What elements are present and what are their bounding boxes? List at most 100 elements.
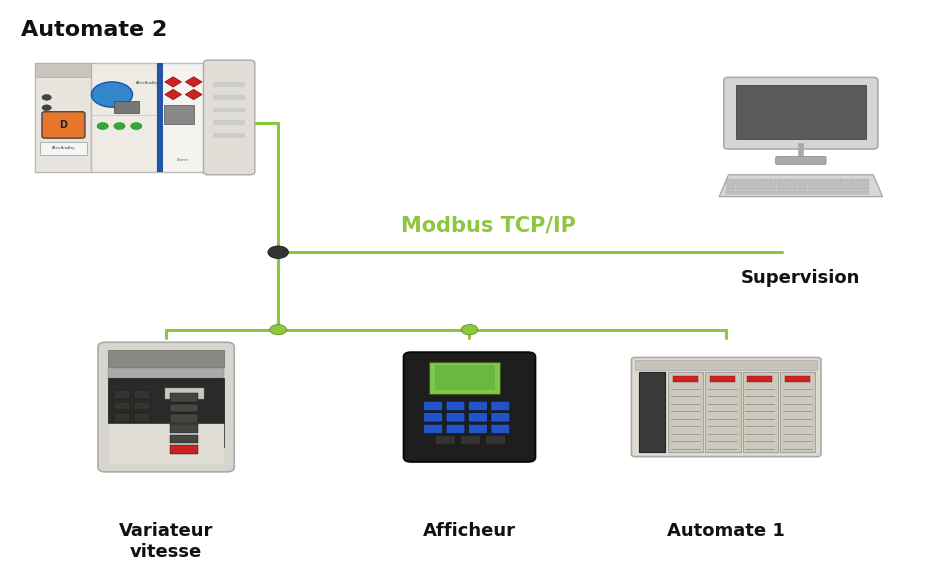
FancyBboxPatch shape xyxy=(823,183,833,186)
FancyBboxPatch shape xyxy=(747,187,756,190)
FancyBboxPatch shape xyxy=(839,187,849,190)
FancyBboxPatch shape xyxy=(157,63,208,172)
Polygon shape xyxy=(185,89,202,100)
FancyBboxPatch shape xyxy=(786,183,797,186)
FancyBboxPatch shape xyxy=(736,187,746,190)
FancyBboxPatch shape xyxy=(860,187,870,190)
FancyBboxPatch shape xyxy=(798,179,811,182)
FancyBboxPatch shape xyxy=(819,187,828,190)
FancyBboxPatch shape xyxy=(469,413,487,422)
FancyBboxPatch shape xyxy=(798,191,808,194)
FancyBboxPatch shape xyxy=(740,179,754,182)
FancyBboxPatch shape xyxy=(91,63,157,172)
Circle shape xyxy=(42,126,52,131)
Text: Variateur
vitesse: Variateur vitesse xyxy=(119,522,213,560)
FancyBboxPatch shape xyxy=(631,357,821,457)
FancyBboxPatch shape xyxy=(435,365,495,390)
FancyBboxPatch shape xyxy=(165,387,205,399)
FancyBboxPatch shape xyxy=(784,179,797,182)
FancyBboxPatch shape xyxy=(672,376,698,382)
FancyBboxPatch shape xyxy=(469,424,487,434)
FancyBboxPatch shape xyxy=(726,179,739,182)
FancyBboxPatch shape xyxy=(747,376,773,382)
FancyBboxPatch shape xyxy=(134,402,150,411)
Text: Automate 1: Automate 1 xyxy=(668,522,785,540)
FancyBboxPatch shape xyxy=(788,191,797,194)
FancyBboxPatch shape xyxy=(860,191,870,194)
FancyBboxPatch shape xyxy=(767,187,777,190)
Circle shape xyxy=(269,324,286,335)
FancyBboxPatch shape xyxy=(469,401,487,411)
FancyBboxPatch shape xyxy=(404,352,535,462)
FancyBboxPatch shape xyxy=(435,435,455,445)
FancyBboxPatch shape xyxy=(726,183,737,186)
Polygon shape xyxy=(164,77,181,87)
FancyBboxPatch shape xyxy=(780,372,815,452)
FancyBboxPatch shape xyxy=(808,187,818,190)
Polygon shape xyxy=(719,175,883,197)
Text: Supervision: Supervision xyxy=(741,269,860,287)
FancyBboxPatch shape xyxy=(204,60,254,175)
Text: Allen-Bradley: Allen-Bradley xyxy=(52,146,75,151)
FancyBboxPatch shape xyxy=(767,191,777,194)
FancyBboxPatch shape xyxy=(750,183,761,186)
FancyBboxPatch shape xyxy=(755,179,768,182)
FancyBboxPatch shape xyxy=(491,401,510,411)
FancyBboxPatch shape xyxy=(738,183,749,186)
FancyBboxPatch shape xyxy=(491,424,510,434)
FancyBboxPatch shape xyxy=(798,187,808,190)
FancyBboxPatch shape xyxy=(858,183,870,186)
FancyBboxPatch shape xyxy=(829,191,839,194)
FancyBboxPatch shape xyxy=(812,179,826,182)
FancyBboxPatch shape xyxy=(819,191,828,194)
FancyBboxPatch shape xyxy=(170,424,198,433)
FancyBboxPatch shape xyxy=(724,78,878,149)
FancyBboxPatch shape xyxy=(213,120,245,125)
FancyBboxPatch shape xyxy=(164,105,194,124)
FancyBboxPatch shape xyxy=(108,424,224,464)
FancyBboxPatch shape xyxy=(841,179,855,182)
FancyBboxPatch shape xyxy=(769,179,783,182)
FancyBboxPatch shape xyxy=(829,187,839,190)
FancyBboxPatch shape xyxy=(423,401,442,411)
Circle shape xyxy=(91,82,132,107)
FancyBboxPatch shape xyxy=(747,191,756,194)
FancyBboxPatch shape xyxy=(114,390,130,399)
FancyBboxPatch shape xyxy=(710,376,735,382)
FancyBboxPatch shape xyxy=(785,376,809,382)
FancyBboxPatch shape xyxy=(736,191,746,194)
FancyBboxPatch shape xyxy=(170,435,198,443)
FancyBboxPatch shape xyxy=(777,191,787,194)
FancyBboxPatch shape xyxy=(134,390,150,399)
FancyBboxPatch shape xyxy=(776,156,826,164)
FancyBboxPatch shape xyxy=(834,183,845,186)
FancyBboxPatch shape xyxy=(827,179,840,182)
FancyBboxPatch shape xyxy=(856,179,870,182)
Polygon shape xyxy=(164,89,181,100)
FancyBboxPatch shape xyxy=(40,142,86,155)
FancyBboxPatch shape xyxy=(736,85,866,140)
FancyBboxPatch shape xyxy=(726,191,735,194)
FancyBboxPatch shape xyxy=(762,183,773,186)
FancyBboxPatch shape xyxy=(460,435,481,445)
FancyBboxPatch shape xyxy=(108,368,224,379)
FancyBboxPatch shape xyxy=(42,112,85,138)
FancyBboxPatch shape xyxy=(491,413,510,422)
FancyBboxPatch shape xyxy=(114,101,139,112)
FancyBboxPatch shape xyxy=(839,191,849,194)
FancyBboxPatch shape xyxy=(743,372,778,452)
FancyBboxPatch shape xyxy=(846,183,857,186)
FancyBboxPatch shape xyxy=(446,401,465,411)
FancyBboxPatch shape xyxy=(170,445,198,453)
Circle shape xyxy=(42,105,52,111)
FancyBboxPatch shape xyxy=(98,342,234,472)
FancyBboxPatch shape xyxy=(170,404,198,412)
FancyBboxPatch shape xyxy=(446,424,465,434)
Circle shape xyxy=(97,123,108,130)
FancyBboxPatch shape xyxy=(850,191,859,194)
FancyBboxPatch shape xyxy=(108,379,224,447)
FancyBboxPatch shape xyxy=(777,187,787,190)
FancyBboxPatch shape xyxy=(705,372,741,452)
Circle shape xyxy=(268,246,288,259)
FancyBboxPatch shape xyxy=(668,372,703,452)
